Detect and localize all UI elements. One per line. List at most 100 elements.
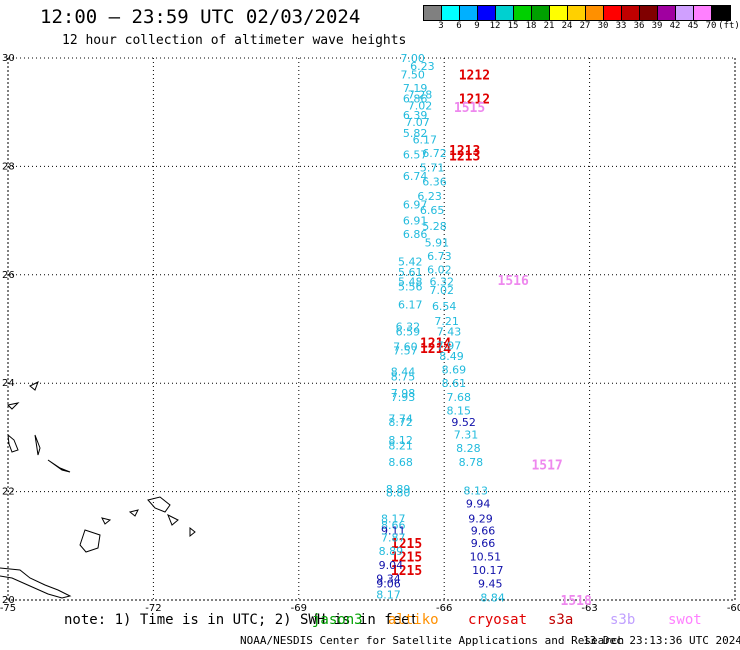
wave-height-label: 7.97: [437, 339, 462, 352]
colorbar-label: 45: [687, 21, 699, 31]
track-time-label: 1215: [391, 551, 422, 566]
wave-height-label: 6.02: [427, 263, 452, 276]
wave-height-label: 6.54: [432, 300, 457, 313]
coastline-florida-bahamas: [29, 380, 39, 391]
map-title: 12:00 – 23:59 UTC 02/03/2024: [40, 6, 361, 28]
legend-item-s3a: s3a: [548, 612, 574, 628]
wave-height-label: 6.17: [413, 133, 438, 146]
wave-height-label: 8.28: [456, 442, 481, 455]
wave-height-label: 7.02: [430, 284, 455, 297]
wave-height-label: 7.07: [405, 116, 430, 129]
legend-item-altiko: altiko: [388, 612, 439, 628]
wave-height-label: 8.15: [446, 404, 471, 417]
map-frame: [7, 57, 736, 601]
coastline-caicos-c: [167, 513, 179, 526]
wave-height-label: 7.87: [381, 532, 406, 545]
colorbar-swatch: [676, 6, 694, 20]
wave-height-label: 6.97: [403, 198, 428, 211]
colorbar-swatch: [640, 6, 658, 20]
colorbar-label: 36: [633, 21, 645, 31]
colorbar-label: 42: [669, 21, 681, 31]
lat-tick-label: 28: [2, 161, 15, 172]
wave-height-label: 6.39: [403, 109, 428, 122]
wave-height-label: 9.52: [451, 416, 476, 429]
wave-height-label: 8.75: [391, 371, 416, 384]
wave-height-label: 8.89: [386, 483, 411, 496]
lat-tick-label: 30: [2, 53, 15, 64]
lon-tick-label: -69: [291, 603, 307, 612]
wave-height-label: 8.72: [388, 416, 413, 429]
colorbar-swatch: [604, 6, 622, 20]
credit-timestamp: 13 Dec 23:13:36 UTC 2024: [583, 634, 740, 647]
wave-height-label: 8.13: [463, 485, 488, 498]
track-time-label: 1214: [420, 337, 451, 352]
track-time-label: 1214: [420, 342, 451, 357]
legend-item-swot: swot: [668, 612, 702, 628]
track-time-labels: 1212121215151213121315161214121415171215…: [391, 68, 592, 609]
wave-height-label: 6.32: [430, 275, 455, 288]
wave-height-label: 9.45: [478, 578, 503, 591]
lat-tick-label: 22: [2, 487, 15, 498]
colorbar-swatch: [514, 6, 532, 20]
wave-height-label: 5.71: [420, 161, 445, 174]
wave-height-label: 6.86: [403, 93, 428, 106]
wave-height-label: 8.21: [388, 440, 413, 453]
colorbar-label: 15: [507, 21, 519, 31]
wave-height-label: 7.43: [437, 326, 462, 339]
track-time-label: 1213: [449, 150, 480, 165]
colorbar-label: 12: [489, 21, 501, 31]
wave-height-label: 8.80: [386, 487, 411, 500]
wave-height-label: 7.21: [434, 315, 459, 328]
track-time-label: 1212: [459, 68, 490, 83]
track-time-label: 1215: [391, 564, 422, 579]
colorbar-label: 9: [474, 21, 480, 31]
colorbar-swatch: [712, 6, 730, 20]
wave-height-label: 7.00: [400, 52, 425, 65]
lat-tick-label: 24: [2, 378, 15, 389]
legend-item-jason3: jason3: [312, 612, 363, 628]
map-subtitle: 12 hour collection of altimeter wave hei…: [62, 33, 407, 48]
wave-height-label: 8.66: [381, 519, 406, 532]
wave-height-values: 7.006.237.507.197.286.867.026.397.075.82…: [376, 52, 505, 604]
coastline-caicos-b: [147, 496, 171, 513]
wave-height-colorbar: [423, 5, 731, 21]
wave-height-label: 6.91: [403, 215, 428, 228]
colorbar-label: 6: [456, 21, 462, 31]
coastline: [0, 380, 196, 599]
colorbar-label: 39: [651, 21, 663, 31]
lon-tick-label: -75: [0, 603, 16, 612]
wave-height-label: 5.42: [398, 255, 423, 268]
colorbar-swatch: [568, 6, 586, 20]
credit-line: NOAA/NESDIS Center for Satellite Applica…: [240, 634, 625, 647]
wave-height-label: 8.49: [439, 350, 464, 363]
wave-height-label: 6.86: [403, 228, 428, 241]
wave-height-label: 7.68: [446, 391, 471, 404]
wave-height-label: 7.02: [408, 100, 433, 113]
lon-tick-label: -66: [436, 603, 452, 612]
wave-height-label: 9.66: [471, 537, 496, 550]
colorbar-label: 33: [615, 21, 627, 31]
coastline-great-inagua: [79, 529, 101, 553]
wave-height-label: 9.34: [376, 572, 401, 585]
wave-height-label: 8.17: [376, 589, 401, 602]
track-time-label: 1213: [449, 144, 480, 159]
colorbar-swatch: [478, 6, 496, 20]
lat-tick-label: 20: [2, 595, 15, 606]
wave-height-label: 7.74: [388, 412, 413, 425]
wave-height-label: 6.23: [410, 60, 435, 73]
wave-height-label: 8.89: [379, 545, 404, 558]
lon-tick-label: -63: [581, 603, 597, 612]
colorbar-label: 24: [561, 21, 573, 31]
colorbar-label: 18: [525, 21, 537, 31]
colorbar-label: 27: [579, 21, 591, 31]
wave-height-label: 7.60: [393, 340, 418, 353]
wave-height-label: 7.93: [391, 391, 416, 404]
coastline-caicos-a: [128, 509, 139, 517]
track-time-label: 1518: [561, 594, 592, 609]
wave-height-label: 8.44: [391, 365, 416, 378]
wave-height-label: 7.57: [393, 345, 418, 358]
lat-lon-grid: [7, 57, 736, 601]
wave-height-label: 9.11: [381, 525, 406, 538]
track-time-label: 1515: [454, 101, 485, 116]
